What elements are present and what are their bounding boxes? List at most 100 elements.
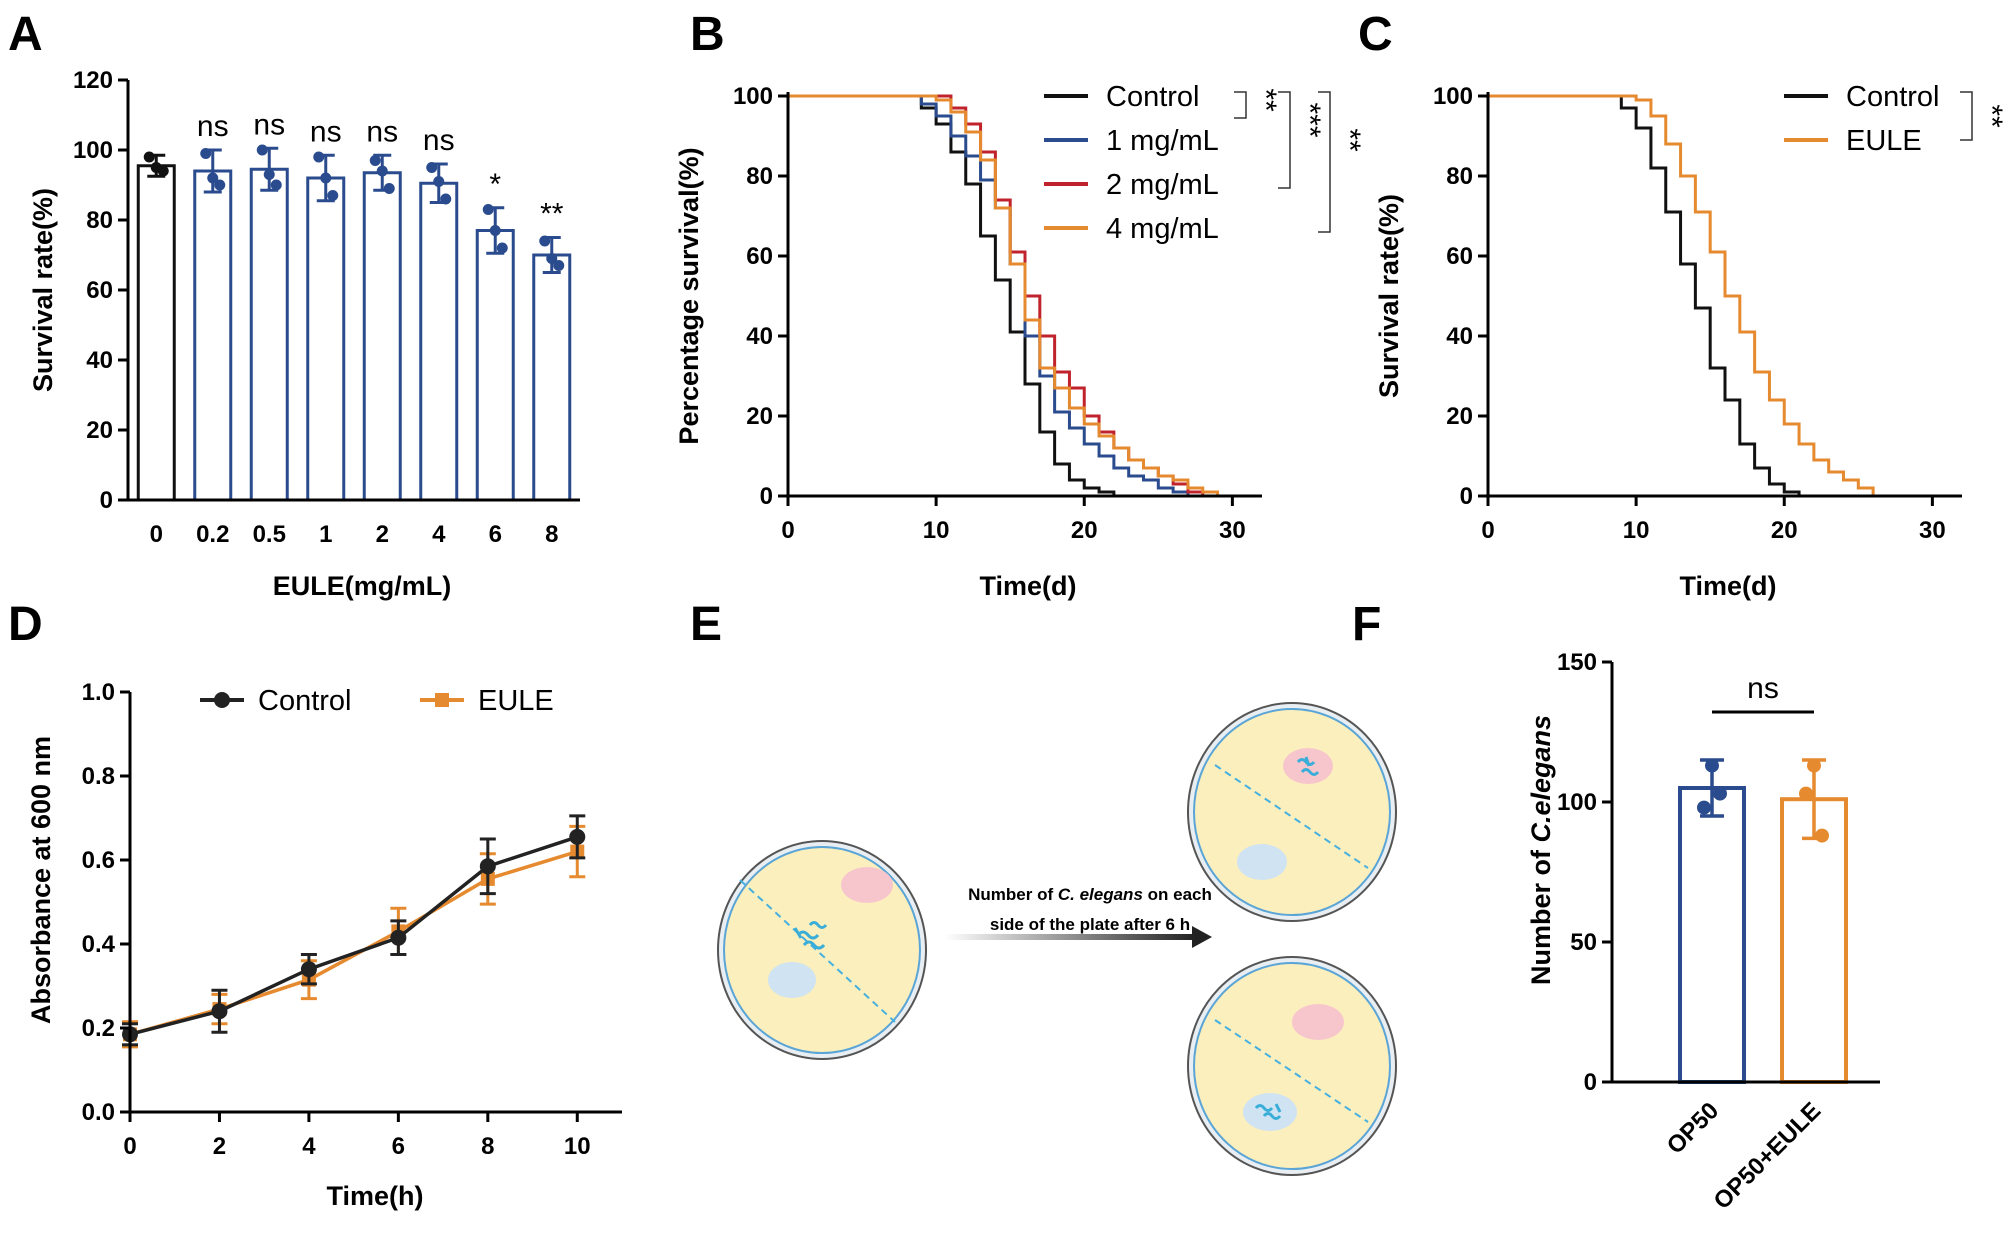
y-tick-label: 100	[1557, 789, 1597, 816]
y-tick-label: 100	[733, 83, 773, 110]
data-point	[207, 172, 219, 184]
significance-label: ns	[197, 110, 229, 143]
data-point	[553, 260, 565, 271]
worms-icon	[1296, 756, 1320, 776]
series-line-0	[129, 835, 578, 1036]
data-point	[143, 151, 155, 163]
x-tick-label: 0.2	[196, 521, 229, 548]
bar	[362, 171, 402, 502]
x-tick-label: OP50	[1662, 1097, 1724, 1159]
significance-label: ns	[253, 108, 285, 141]
x-tick-label: OP50+EULE	[1709, 1097, 1827, 1215]
data-point	[211, 1003, 228, 1020]
data-point	[1713, 786, 1727, 801]
x-tick-label: 0.5	[253, 521, 286, 548]
x-tick-label: 4	[432, 521, 446, 548]
bar	[475, 229, 515, 502]
legend-label: Control	[1846, 81, 1940, 113]
x-tick-label: 30	[1219, 517, 1246, 544]
data-point	[300, 961, 317, 978]
data-point	[157, 165, 169, 177]
y-tick-label: 0	[760, 483, 773, 510]
y-tick-label: 0.6	[82, 847, 115, 874]
x-tick-label: 10	[564, 1133, 591, 1160]
x-axis-label: EULE(mg/mL)	[273, 571, 452, 601]
y-tick-label: 120	[73, 67, 113, 94]
legend-marker	[214, 692, 230, 708]
x-tick-label: 4	[302, 1133, 316, 1160]
y-tick-label: 0	[1584, 1069, 1597, 1096]
x-tick-label: 0	[1481, 517, 1494, 544]
significance-label: ns	[423, 124, 455, 157]
food-spot-pink	[841, 867, 893, 903]
data-point	[569, 828, 586, 845]
panel-c-survival-chart: 0 20 40 60 80 100 0 10 20 30 Control EULE ** Time(…	[1374, 81, 2008, 601]
data-point	[1705, 758, 1719, 773]
y-axis-label: Percentage survival(%)	[674, 147, 704, 444]
data-point	[496, 242, 508, 254]
data-point	[263, 169, 275, 180]
significance-label: ns	[366, 115, 398, 148]
y-axis-label: Absorbance at 600 nm	[26, 736, 56, 1024]
y-axis-label: Number of C.elegans	[1526, 715, 1556, 985]
food-spot-blue	[768, 962, 816, 998]
significance-label: *	[489, 168, 501, 201]
panel-label-a: A	[8, 8, 43, 61]
y-tick-label: 0.0	[82, 1099, 115, 1126]
legend-label: 1 mg/mL	[1106, 125, 1219, 157]
bar	[249, 167, 289, 502]
y-tick-label: 60	[746, 243, 773, 270]
petri-plate-initial	[717, 840, 927, 1060]
bar	[306, 176, 346, 502]
sig-label-3: **	[1333, 128, 1366, 152]
bar	[193, 169, 233, 502]
panel-label-f: F	[1352, 598, 1381, 651]
y-tick-label: 40	[1446, 323, 1473, 350]
panel-label-c: C	[1358, 8, 1393, 61]
bar	[532, 253, 572, 502]
panel-label-d: D	[8, 598, 43, 651]
data-point	[1815, 828, 1829, 843]
legend-label: EULE	[478, 685, 554, 717]
legend-label: EULE	[1846, 125, 1922, 157]
sig-label: **	[1975, 104, 2008, 128]
legend-marker	[435, 693, 449, 707]
y-tick-label: 150	[1557, 649, 1597, 676]
legend-label: 2 mg/mL	[1106, 169, 1219, 201]
x-tick-label: 10	[1623, 517, 1650, 544]
sig-label-1: **	[1249, 88, 1282, 112]
panel-label-b: B	[690, 8, 725, 61]
y-tick-label: 20	[1446, 403, 1473, 430]
data-point	[390, 929, 407, 946]
bar	[136, 164, 176, 502]
legend-label: 4 mg/mL	[1106, 213, 1219, 245]
bar	[1780, 797, 1848, 1084]
data-point	[489, 225, 501, 236]
y-tick-label: 50	[1570, 929, 1597, 956]
x-tick-label: 8	[481, 1133, 494, 1160]
data-point	[440, 193, 452, 205]
survival-line-1	[1488, 94, 1875, 496]
y-axis-label: Survival rate(%)	[1374, 194, 1404, 398]
x-tick-label: 2	[213, 1133, 226, 1160]
y-tick-label: 80	[86, 207, 113, 234]
data-point	[479, 858, 496, 875]
y-tick-label: 0.2	[82, 1015, 115, 1042]
data-point	[376, 165, 388, 177]
legend-label: Control	[258, 685, 352, 717]
panel-label-e: E	[690, 598, 722, 651]
worms-icon	[793, 921, 828, 950]
y-tick-label: 100	[73, 137, 113, 164]
data-point	[200, 148, 212, 159]
y-tick-label: 60	[86, 277, 113, 304]
sig-label-2: ***	[1293, 102, 1326, 137]
x-tick-label: 8	[545, 521, 558, 548]
data-point	[1697, 800, 1711, 815]
panel-d-growth-chart: 0.0 0.2 0.4 0.6 0.8 1.0 0 2 4 6 8 10 Control EULE Ti…	[26, 679, 622, 1211]
y-tick-label: 100	[1433, 83, 1473, 110]
y-tick-label: 40	[746, 323, 773, 350]
data-point	[539, 235, 551, 247]
x-tick-label: 0	[123, 1133, 136, 1160]
